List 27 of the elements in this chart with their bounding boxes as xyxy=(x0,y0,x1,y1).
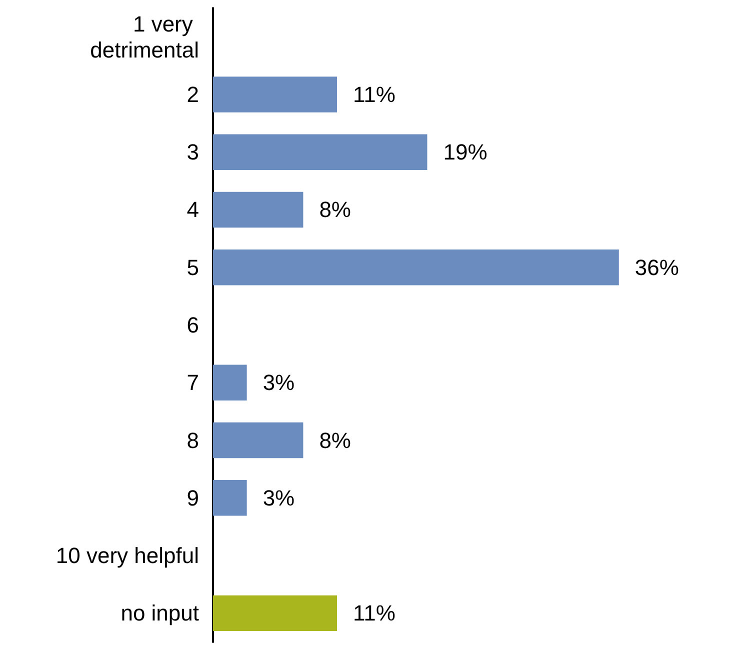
y-tick-label: 7 xyxy=(186,370,199,396)
y-tick-label: 9 xyxy=(186,485,199,510)
y-tick-label: 4 xyxy=(186,197,199,222)
bar xyxy=(213,422,304,458)
bar xyxy=(213,76,338,112)
y-tick-label: 8 xyxy=(186,428,199,453)
bar xyxy=(213,480,247,516)
bar xyxy=(213,249,619,286)
bar xyxy=(213,595,338,632)
y-tick-label: 3 xyxy=(186,140,199,165)
data-label: 3% xyxy=(262,370,295,396)
bar xyxy=(213,134,428,170)
y-tick-label: 6 xyxy=(186,312,199,338)
data-label: 19% xyxy=(443,140,488,165)
data-label: 3% xyxy=(262,485,295,510)
y-tick-label: 1 very detrimental xyxy=(90,11,199,62)
data-label: 36% xyxy=(634,254,679,280)
data-label: 11% xyxy=(353,600,396,626)
y-tick-label: 2 xyxy=(186,82,199,107)
bar xyxy=(213,192,304,228)
data-label: 8% xyxy=(319,197,351,222)
bar xyxy=(213,364,247,401)
y-tick-label: 5 xyxy=(186,254,199,280)
data-label: 11% xyxy=(353,82,396,107)
y-tick-label: no input xyxy=(120,600,199,626)
data-label: 8% xyxy=(319,428,351,453)
y-tick-label: 10 very helpful xyxy=(56,543,199,568)
